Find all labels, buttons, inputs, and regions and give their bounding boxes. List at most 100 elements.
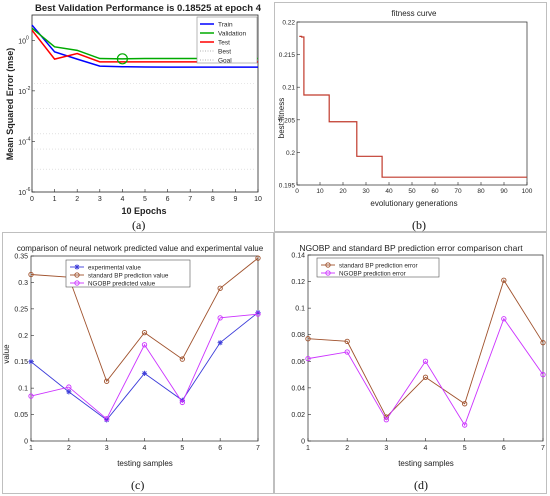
chart-c-series-1-point	[255, 255, 261, 261]
chart-b-x-tick-label: 70	[454, 188, 462, 195]
chart-c-x-tick-label: 4	[143, 445, 147, 452]
chart-b-y-tick-label: 0.2	[286, 150, 295, 157]
chart-c-legend-marker	[74, 280, 80, 286]
chart-c-series-1-point	[28, 271, 34, 278]
chart-d-y-tick-label: 0.08	[291, 332, 305, 339]
chart-b-y-tick-label: 0.205	[279, 117, 296, 124]
chart-d-y-tick-label: 0.12	[291, 279, 305, 286]
chart-a-x-tick-label: 3	[98, 196, 102, 203]
chart-d-x-tick-label: 4	[424, 445, 428, 452]
chart-c-x-tick-label: 5	[180, 445, 184, 452]
chart-d-series-1-line	[307, 317, 544, 427]
chart-b-plot-area	[296, 21, 528, 186]
chart-c-series-1-point	[141, 329, 148, 336]
chart-a-legend-label: Train	[218, 22, 233, 29]
chart-a-ylabel: Mean Squared Error (mse)	[5, 48, 15, 161]
chart-d-series-1-point	[501, 316, 507, 322]
panel-frame-c	[2, 232, 274, 494]
chart-d-series-1-point	[462, 422, 468, 428]
chart-c-x-tick-label: 3	[105, 445, 109, 452]
chart-c-series-0-point	[217, 340, 223, 346]
chart-c-ylabel: value	[2, 344, 11, 364]
chart-c-series-2-point	[66, 384, 72, 390]
chart-c-y-tick-label: 0.35	[14, 254, 28, 261]
chart-c-y-tick-label: 0.15	[14, 359, 28, 366]
chart-c-series-0-point	[141, 370, 148, 376]
chart-c-predicted-vs-experimental: comparison of neural network predicted v…	[2, 244, 264, 468]
chart-a-x-tick-label: 7	[188, 196, 192, 203]
chart-c-legend-box	[65, 259, 191, 288]
chart-d-plot-area	[307, 254, 544, 442]
chart-b-y-tick-label: 0.215	[279, 52, 296, 59]
chart-a-legend-label: Validation	[218, 31, 246, 38]
chart-a-x-tick-label: 1	[53, 196, 57, 203]
chart-d-series-0-point	[422, 374, 429, 380]
chart-a-y-tick-label: 10	[18, 38, 26, 45]
chart-c-legend-marker	[74, 272, 80, 278]
chart-b-xlabel: evolutionary generations	[370, 199, 457, 208]
chart-d-legend-box	[316, 257, 440, 278]
chart-d-y-tick-label: 0.1	[295, 306, 305, 313]
chart-d-x-tick-label: 5	[463, 445, 467, 452]
chart-d-series-1-point	[540, 371, 546, 378]
chart-c-series-0-point	[28, 359, 34, 365]
chart-a-x-tick-label: 4	[120, 196, 124, 203]
chart-a-y-tick-exponent: -6	[26, 187, 31, 193]
chart-b-x-tick-label: 60	[431, 188, 439, 195]
chart-d-series-0-point	[540, 340, 546, 346]
chart-c-series-2-point	[141, 342, 148, 348]
chart-b-x-tick-label: 0	[295, 188, 299, 195]
chart-d-series-1-point	[305, 355, 311, 362]
chart-a-y-tick-label: 10	[18, 89, 26, 96]
chart-d-series-1-point	[383, 417, 389, 423]
chart-b-x-tick-label: 50	[408, 188, 416, 195]
chart-c-x-tick-label: 1	[29, 445, 33, 452]
chart-d-x-tick-label: 3	[384, 445, 388, 452]
chart-d-series-0-point	[501, 277, 507, 283]
chart-a-x-tick-label: 5	[143, 196, 147, 203]
chart-d-legend-label: standard BP prediction error	[339, 262, 418, 269]
chart-c-series-2-line	[30, 313, 259, 420]
chart-c-series-2-point	[255, 311, 261, 317]
chart-b-y-tick-label: 0.22	[282, 20, 295, 27]
chart-a-training-performance: Best Validation Performance is 0.18525 a…	[5, 3, 262, 216]
chart-b-x-tick-label: 20	[339, 188, 347, 195]
chart-a-y-tick-exponent: -2	[26, 86, 31, 92]
chart-c-legend-label: NGOBP predicted value	[88, 280, 156, 287]
chart-a-x-tick-label: 6	[166, 196, 170, 203]
chart-d-series-0-point	[305, 336, 311, 342]
chart-c-series-2-point	[217, 315, 223, 321]
chart-d-x-tick-label: 6	[502, 445, 506, 452]
chart-a-best-marker	[116, 53, 129, 65]
chart-d-series-1-point	[422, 358, 429, 364]
chart-c-legend-label: experimental value	[88, 264, 141, 271]
chart-b-x-tick-label: 30	[362, 188, 370, 195]
chart-c-legend-marker	[74, 264, 80, 270]
chart-a-xlabel: 10 Epochs	[121, 206, 166, 216]
chart-a-y-tick-exponent: -4	[26, 136, 31, 142]
chart-c-y-tick-label: 0	[24, 439, 28, 446]
panel-frame-d	[274, 232, 547, 494]
chart-d-y-tick-label: 0.06	[291, 359, 305, 366]
chart-d-series-0-point	[344, 338, 350, 345]
chart-c-series-2-point	[179, 399, 185, 406]
chart-c-series-1-point	[217, 285, 223, 291]
chart-a-title: Best Validation Performance is 0.18525 a…	[35, 3, 262, 14]
chart-c-x-tick-label: 6	[218, 445, 222, 452]
chart-a-legend-label: Test	[218, 40, 230, 47]
chart-b-x-tick-label: 90	[500, 188, 508, 195]
chart-d-prediction-error: NGOBP and standard BP prediction error c…	[291, 243, 546, 468]
chart-c-y-tick-label: 0.2	[18, 333, 28, 340]
chart-a-legend-label: Goal	[218, 58, 232, 65]
chart-c-series-1-point	[179, 356, 185, 362]
chart-b-series-line	[299, 35, 527, 178]
chart-d-y-tick-label: 0.02	[291, 412, 305, 419]
chart-a-y-tick-exponent: 0	[26, 35, 29, 41]
chart-b-x-tick-label: 40	[385, 188, 393, 195]
chart-d-x-tick-label: 2	[345, 445, 349, 452]
chart-c-series-2-point	[28, 393, 34, 399]
chart-a-y-tick-label: 10	[18, 190, 26, 197]
chart-c-legend-label: standard BP prediction value	[88, 272, 169, 279]
chart-a-y-tick-label: 10	[18, 139, 26, 146]
chart-b-title: fitness curve	[392, 9, 437, 18]
